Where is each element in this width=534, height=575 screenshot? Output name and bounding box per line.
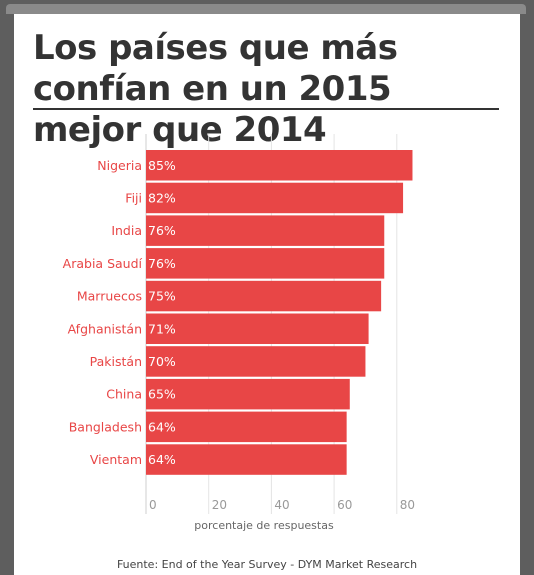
data-label: 70% xyxy=(148,354,176,369)
data-label: 64% xyxy=(148,452,176,467)
title-underline xyxy=(33,108,499,110)
bar xyxy=(146,378,350,410)
bar xyxy=(146,280,382,312)
data-label: 64% xyxy=(148,419,176,434)
data-label: 85% xyxy=(148,158,176,173)
x-tick-label: 20 xyxy=(212,498,227,512)
chart-title: Los países que más confían en un 2015 me… xyxy=(33,28,398,150)
bar xyxy=(146,411,347,443)
data-label: 75% xyxy=(148,289,176,304)
x-tick-label: 60 xyxy=(337,498,352,512)
bar xyxy=(146,248,385,279)
category-label: Bangladesh xyxy=(69,419,142,434)
x-axis-label: porcentaje de respuestas xyxy=(194,519,334,532)
window-top-bar xyxy=(6,4,526,14)
data-label: 82% xyxy=(148,190,176,205)
category-label: Vientam xyxy=(90,452,142,467)
source-note: Fuente: End of the Year Survey - DYM Mar… xyxy=(116,558,418,571)
bar xyxy=(146,346,366,377)
data-label: 65% xyxy=(148,387,176,402)
bar xyxy=(146,215,385,246)
category-label: China xyxy=(106,387,142,402)
bar xyxy=(146,444,347,475)
category-label: Nigeria xyxy=(97,158,142,173)
category-label: Afghanistán xyxy=(68,321,142,336)
category-label: Fiji xyxy=(125,190,142,205)
category-label: Arabia Saudí xyxy=(63,256,143,271)
x-tick-label: 0 xyxy=(149,498,157,512)
data-label: 76% xyxy=(148,256,176,271)
x-tick-label: 80 xyxy=(400,498,415,512)
data-label: 71% xyxy=(148,321,176,336)
bar xyxy=(146,150,413,181)
x-tick-label: 40 xyxy=(274,498,289,512)
category-label: Marruecos xyxy=(77,289,142,304)
category-label: India xyxy=(111,223,142,238)
data-label: 76% xyxy=(148,223,176,238)
chart-card: Los países que más confían en un 2015 me… xyxy=(14,14,520,575)
bar xyxy=(146,182,404,214)
category-label: Pakistán xyxy=(90,354,142,369)
bar-chart: 0 20 40 60 80 Nigeria 85% Fiji 82% India 76% Arabia… xyxy=(63,134,415,532)
bar xyxy=(146,313,369,344)
